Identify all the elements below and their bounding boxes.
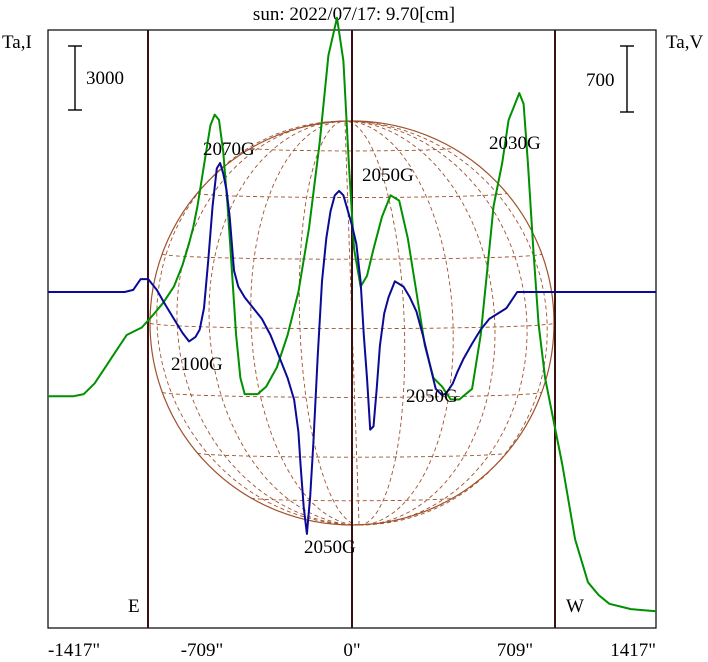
annotation-label-2050G-upper: 2050G	[362, 165, 414, 186]
left-scale-bar: 3000	[68, 45, 124, 111]
left-axis-label: Ta,I	[2, 32, 32, 53]
annotation-label-2070G: 2070G	[203, 139, 255, 160]
x-tick-label: -709"	[181, 640, 224, 661]
series-line-stokes-i	[48, 16, 657, 613]
west-limb-label: W	[566, 596, 584, 617]
longitude-line	[156, 120, 360, 526]
series-group	[48, 16, 657, 613]
chart-title: sun: 2022/07/17: 9.70[cm]	[253, 4, 455, 25]
annotation-label-2100G: 2100G	[171, 354, 223, 375]
longitude-line	[176, 120, 360, 526]
longitude-line	[344, 120, 548, 526]
x-tick-label: 0"	[343, 640, 360, 661]
longitude-line	[344, 120, 454, 526]
longitude-line	[250, 120, 360, 526]
x-tick-label: 709"	[497, 640, 533, 661]
longitude-line	[344, 120, 406, 526]
annotation-label-2030G: 2030G	[489, 133, 541, 154]
longitude-line	[208, 120, 360, 526]
x-tick-label: -1417"	[48, 640, 100, 661]
series-line-stokes-v	[48, 162, 656, 535]
right-scale-bar-label: 700	[586, 70, 615, 91]
right-axis-label: Ta,V	[666, 32, 703, 53]
east-limb-label: E	[128, 596, 140, 617]
left-scale-bar-label: 3000	[86, 68, 124, 89]
right-scale-bar: 700	[586, 45, 634, 113]
longitude-line	[344, 120, 528, 526]
longitude-line	[344, 120, 496, 526]
x-tick-label: 1417"	[610, 640, 656, 661]
longitude-line	[298, 120, 360, 526]
annotation-label-2050G-bottom: 2050G	[304, 537, 356, 558]
annotation-label-2050G-right: 2050G	[406, 386, 458, 407]
x-axis-ticks: -1417" -709" 0" 709" 1417"	[48, 640, 656, 661]
annotation-labels: 2070G 2050G 2030G 2100G 2050G 2050G	[171, 133, 541, 558]
